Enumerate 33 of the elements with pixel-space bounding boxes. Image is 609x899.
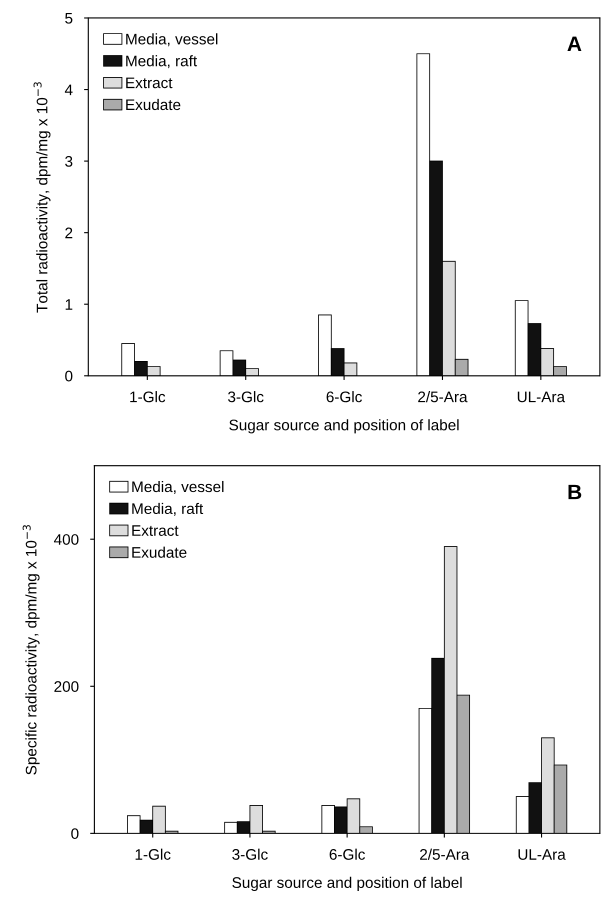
y-tick-label: 0 bbox=[65, 370, 72, 382]
legend-label: Media, vessel bbox=[132, 480, 224, 494]
legend-label: Media, vessel bbox=[126, 33, 218, 46]
x-tick-label: UL-Ara bbox=[518, 849, 566, 860]
legend-label: Extract bbox=[132, 525, 178, 536]
x-axis-title: Sugar source and position of label bbox=[232, 876, 462, 892]
y-tick-label: 3 bbox=[65, 156, 72, 167]
x-tick-label: 6-Glc bbox=[326, 391, 362, 402]
x-tick-label: 1-Glc bbox=[136, 848, 171, 860]
x-tick-label: 3-Glc bbox=[232, 848, 268, 860]
x-tick-label: 1-Glc bbox=[130, 391, 166, 402]
x-tick-label: 2/5-Ara bbox=[420, 848, 470, 860]
x-tick-label: 6-Glc bbox=[330, 848, 365, 860]
y-tick-label: 4 bbox=[64, 84, 73, 96]
x-tick-label: 2/5-Ara bbox=[418, 391, 468, 402]
legend-label: Exudate bbox=[126, 98, 180, 110]
x-tick-label: UL-Ara bbox=[518, 392, 566, 402]
y-tick-label: 200 bbox=[54, 681, 79, 692]
legend-label: Media, raft bbox=[126, 55, 198, 68]
legend-label: Exudate bbox=[132, 546, 186, 558]
x-axis-title: Sugar source and position of label bbox=[229, 419, 459, 434]
annotation: B bbox=[568, 484, 582, 500]
y-tick-label: 1 bbox=[66, 299, 72, 310]
y-axis-title: Total radioactivity, dpm/mg x 10$^{−3}$ bbox=[34, 82, 50, 313]
y-tick-label: 0 bbox=[71, 828, 79, 840]
y-axis-title: Specific radioactivity, dpm/mg x 10$^{−3}$ bbox=[22, 525, 40, 775]
legend-label: Media, raft bbox=[132, 502, 204, 516]
x-tick-label: 3-Glc bbox=[228, 391, 264, 402]
y-tick-label: 400 bbox=[54, 534, 79, 545]
y-tick-label: 2 bbox=[65, 228, 72, 238]
legend-label: Extract bbox=[126, 78, 172, 88]
annotation: A bbox=[567, 36, 582, 51]
y-tick-label: 5 bbox=[65, 13, 72, 24]
